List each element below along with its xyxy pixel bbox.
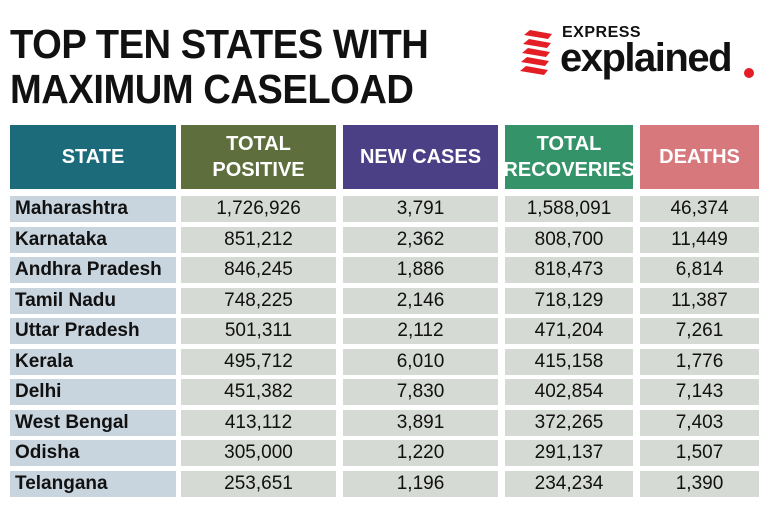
header-label-line-1: TOTAL xyxy=(536,133,602,155)
column-header-total-positive: TOTAL POSITIVE xyxy=(181,125,336,189)
cell-total-positive: 253,651 xyxy=(181,471,336,497)
table-row: Odisha 305,000 1,220 291,137 1,507 xyxy=(0,440,768,466)
cell-new-cases: 2,362 xyxy=(343,227,498,253)
cell-total-recoveries: 402,854 xyxy=(505,379,633,405)
cell-new-cases: 3,891 xyxy=(343,410,498,436)
cell-total-positive: 451,382 xyxy=(181,379,336,405)
table-row: Telangana 253,651 1,196 234,234 1,390 xyxy=(0,471,768,497)
header-label-line-1: TOTAL xyxy=(226,133,291,155)
cell-deaths: 46,374 xyxy=(640,196,759,222)
cell-deaths: 11,387 xyxy=(640,288,759,314)
cell-new-cases: 1,886 xyxy=(343,257,498,283)
cell-total-positive: 495,712 xyxy=(181,349,336,375)
cell-total-recoveries: 808,700 xyxy=(505,227,633,253)
cell-deaths: 7,143 xyxy=(640,379,759,405)
cell-new-cases: 2,112 xyxy=(343,318,498,344)
column-header-state: STATE xyxy=(10,125,176,189)
express-flame-logo-icon xyxy=(520,30,552,75)
cell-deaths: 7,261 xyxy=(640,318,759,344)
title-line-1: TOP TEN STATES WITH xyxy=(10,21,429,67)
header-label-line-1: STATE xyxy=(61,146,125,168)
cell-state: Uttar Pradesh xyxy=(10,318,176,344)
cell-new-cases: 6,010 xyxy=(343,349,498,375)
cell-new-cases: 2,146 xyxy=(343,288,498,314)
cell-state: Maharashtra xyxy=(10,196,176,222)
cell-state: Karnataka xyxy=(10,227,176,253)
cell-state: Odisha xyxy=(10,440,176,466)
cell-total-recoveries: 372,265 xyxy=(505,410,633,436)
table-row: Karnataka 851,212 2,362 808,700 11,449 xyxy=(0,227,768,253)
cell-new-cases: 7,830 xyxy=(343,379,498,405)
cell-total-positive: 305,000 xyxy=(181,440,336,466)
cell-deaths: 6,814 xyxy=(640,257,759,283)
column-header-deaths: DEATHS xyxy=(640,125,759,189)
cell-deaths: 1,390 xyxy=(640,471,759,497)
column-header-total-recoveries: TOTAL RECOVERIES xyxy=(503,125,635,189)
cell-state: West Bengal xyxy=(10,410,176,436)
cell-total-recoveries: 1,588,091 xyxy=(505,196,633,222)
cell-deaths: 7,403 xyxy=(640,410,759,436)
table-row: Uttar Pradesh 501,311 2,112 471,204 7,261 xyxy=(0,318,768,344)
cell-total-recoveries: 818,473 xyxy=(505,257,633,283)
table-row: Andhra Pradesh 846,245 1,886 818,473 6,814 xyxy=(0,257,768,283)
logo-explained-text: explained xyxy=(560,36,733,80)
cell-deaths: 1,507 xyxy=(640,440,759,466)
cell-state: Kerala xyxy=(10,349,176,375)
logo-dot-icon xyxy=(744,68,754,78)
logo-express-text: EXPRESS xyxy=(562,24,642,41)
cell-total-positive: 413,112 xyxy=(181,410,336,436)
cell-state: Delhi xyxy=(10,379,176,405)
table-row: Maharashtra 1,726,926 3,791 1,588,091 46,374 xyxy=(0,196,768,222)
header-label-line-2: POSITIVE xyxy=(212,159,305,181)
cell-total-recoveries: 415,158 xyxy=(505,349,633,375)
title-line-2: MAXIMUM CASELOAD xyxy=(10,66,414,112)
cell-total-positive: 851,212 xyxy=(181,227,336,253)
header-label-line-1: NEW CASES xyxy=(359,146,482,168)
cell-total-recoveries: 471,204 xyxy=(505,318,633,344)
cell-total-recoveries: 718,129 xyxy=(505,288,633,314)
cell-deaths: 11,449 xyxy=(640,227,759,253)
header-label-line-1: DEATHS xyxy=(659,146,740,168)
cell-total-positive: 501,311 xyxy=(181,318,336,344)
cell-new-cases: 1,196 xyxy=(343,471,498,497)
page-title: TOP TEN STATES WITH MAXIMUM CASELOAD xyxy=(10,21,429,112)
cell-state: Andhra Pradesh xyxy=(10,257,176,283)
table-row: West Bengal 413,112 3,891 372,265 7,403 xyxy=(0,410,768,436)
cell-total-recoveries: 234,234 xyxy=(505,471,633,497)
cell-state: Telangana xyxy=(10,471,176,497)
cell-new-cases: 3,791 xyxy=(343,196,498,222)
table-row: Delhi 451,382 7,830 402,854 7,143 xyxy=(0,379,768,405)
table-row: Tamil Nadu 748,225 2,146 718,129 11,387 xyxy=(0,288,768,314)
cell-total-positive: 1,726,926 xyxy=(181,196,336,222)
express-explained-logo: EXPRESS explained xyxy=(518,24,758,84)
cell-total-positive: 846,245 xyxy=(181,257,336,283)
cell-new-cases: 1,220 xyxy=(343,440,498,466)
table-row: Kerala 495,712 6,010 415,158 1,776 xyxy=(0,349,768,375)
column-header-new-cases: NEW CASES xyxy=(343,125,498,189)
cell-state: Tamil Nadu xyxy=(10,288,176,314)
cell-total-positive: 748,225 xyxy=(181,288,336,314)
cell-total-recoveries: 291,137 xyxy=(505,440,633,466)
cell-deaths: 1,776 xyxy=(640,349,759,375)
header-label-line-2: RECOVERIES xyxy=(503,159,635,181)
